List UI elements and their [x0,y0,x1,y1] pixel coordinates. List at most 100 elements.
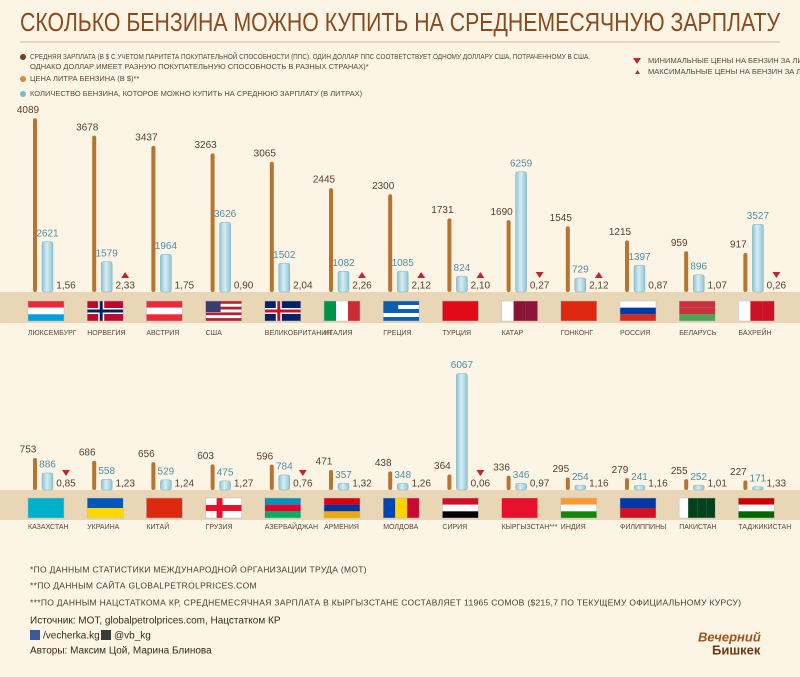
flag-stripe [620,301,656,308]
flag-stripe [324,504,360,512]
country-label: БЕЛАРУСЬ [679,330,717,337]
salary-label: 438 [375,458,392,469]
salary-label: 1731 [431,205,454,216]
salary-bar [92,135,97,292]
liters-label: 1579 [96,248,119,259]
liters-bar [515,171,527,293]
flag-stripe [560,301,597,321]
price-label: 1,01 [707,479,727,490]
flag-stripe [706,498,716,518]
legend-min: МИНИМАЛЬНЫЕ ЦЕНЫ НА БЕНЗИН ЗА ЛИТР [648,56,800,65]
liters-bar [278,262,291,293]
salary-bar [565,226,570,292]
price-label: 1,24 [175,479,195,490]
salary-bar [210,464,215,490]
flag-border [264,300,302,322]
country-label: АРМЕНИЯ [324,524,359,531]
min-marker [476,470,485,476]
price-label: 1,75 [175,281,195,292]
flag-stripe [407,498,420,518]
liters-label: 3626 [214,209,237,220]
flag-border [86,497,124,519]
flag-stripe [560,511,597,518]
salary-bar [506,220,511,292]
liters-bar [100,479,113,491]
logo-bottom: Бишкек [712,642,761,657]
liters-label: 241 [631,472,648,483]
flag-stripe [383,305,420,309]
salary-bar [92,460,97,490]
authors: Авторы: Максим Цой, Марина Блинова [30,646,212,657]
salary-bar [565,477,570,490]
liters-bar [219,222,231,293]
liters-label: 357 [335,470,352,481]
flag-stripe [513,301,526,321]
flag-stripe [679,314,716,321]
flag-stripe [146,307,183,315]
liters-label: 896 [690,261,707,272]
salary-label: 1690 [490,207,513,218]
title: СКОЛЬКО БЕНЗИНА МОЖНО КУПИТЬ НА СРЕДНЕМЕ… [20,7,780,37]
twitter: @vb_kg [114,631,151,642]
liters-label: 784 [276,462,293,473]
flag-stripe [697,498,707,518]
country-label: НОРВЕГИЯ [87,330,125,337]
flag-stripe [620,508,656,518]
flag-border [560,497,598,519]
liters-label: 1964 [155,241,178,252]
liters-bar [692,274,705,293]
flag-stripe [87,498,124,508]
price-label: 1,16 [589,479,609,490]
salary-label: 917 [730,240,747,251]
liters-bar [692,484,705,491]
liters-label: 558 [98,466,115,477]
flag-stripe [442,504,479,512]
flag-stripe [205,312,242,316]
flag-border [27,300,65,322]
flag-border [619,300,657,322]
salary-bar [329,188,333,292]
flag-stripe [620,498,656,508]
liters-bar [219,480,231,491]
liters-bar [337,270,350,293]
country-label: КАЗАХСТАН [28,524,69,531]
footnote: **ПО ДАННЫМ САЙТА GLOBALPETROLPRICES.COM [30,579,257,590]
flag-stripe [205,315,242,319]
country-label: ТАДЖИКИСТАН [738,524,791,531]
salary-label: 603 [197,451,214,462]
salary-label: 2445 [313,175,336,186]
flag-border [442,300,479,322]
liters-bar [396,483,409,491]
flag-stripe [205,318,242,321]
price-label: 1,56 [56,281,76,292]
flag-stripe [620,307,656,315]
price-label: 2,10 [471,281,491,292]
flag-stripe [348,301,360,321]
salary-bar [625,478,629,490]
flag-stripe [688,498,698,518]
liters-label: 475 [217,468,234,479]
flag-stripe [28,307,64,315]
price-label: 1,33 [767,479,787,490]
legend-salary-note: ОДНАКО ДОЛЛАР ИМЕЕТ РАЗНУЮ ПОКУПАТЕЛЬНУЮ… [30,62,369,71]
liters-bar [633,264,646,293]
footnote: *ПО ДАННЫМ СТАТИСТИКИ МЕЖДУНАРОДНОЙ ОРГА… [30,563,367,574]
max-marker [594,272,603,278]
min-marker [772,272,781,278]
salary-label: 295 [552,464,569,475]
salary-label: 255 [671,466,688,477]
flag-stripe [383,313,420,317]
flag-border [501,497,538,519]
liters-label: 886 [39,460,56,471]
flag-stripe [738,301,751,321]
flag-stripe [264,498,301,505]
legend-max-icon [635,70,640,74]
salary-label: 1545 [550,213,573,224]
country-label: ГРУЗИЯ [206,524,233,531]
country-label: ФИЛИППИНЫ [620,524,666,531]
flag-stripe [679,301,716,308]
salary-bar [684,251,689,292]
flag-stripe [336,301,348,321]
